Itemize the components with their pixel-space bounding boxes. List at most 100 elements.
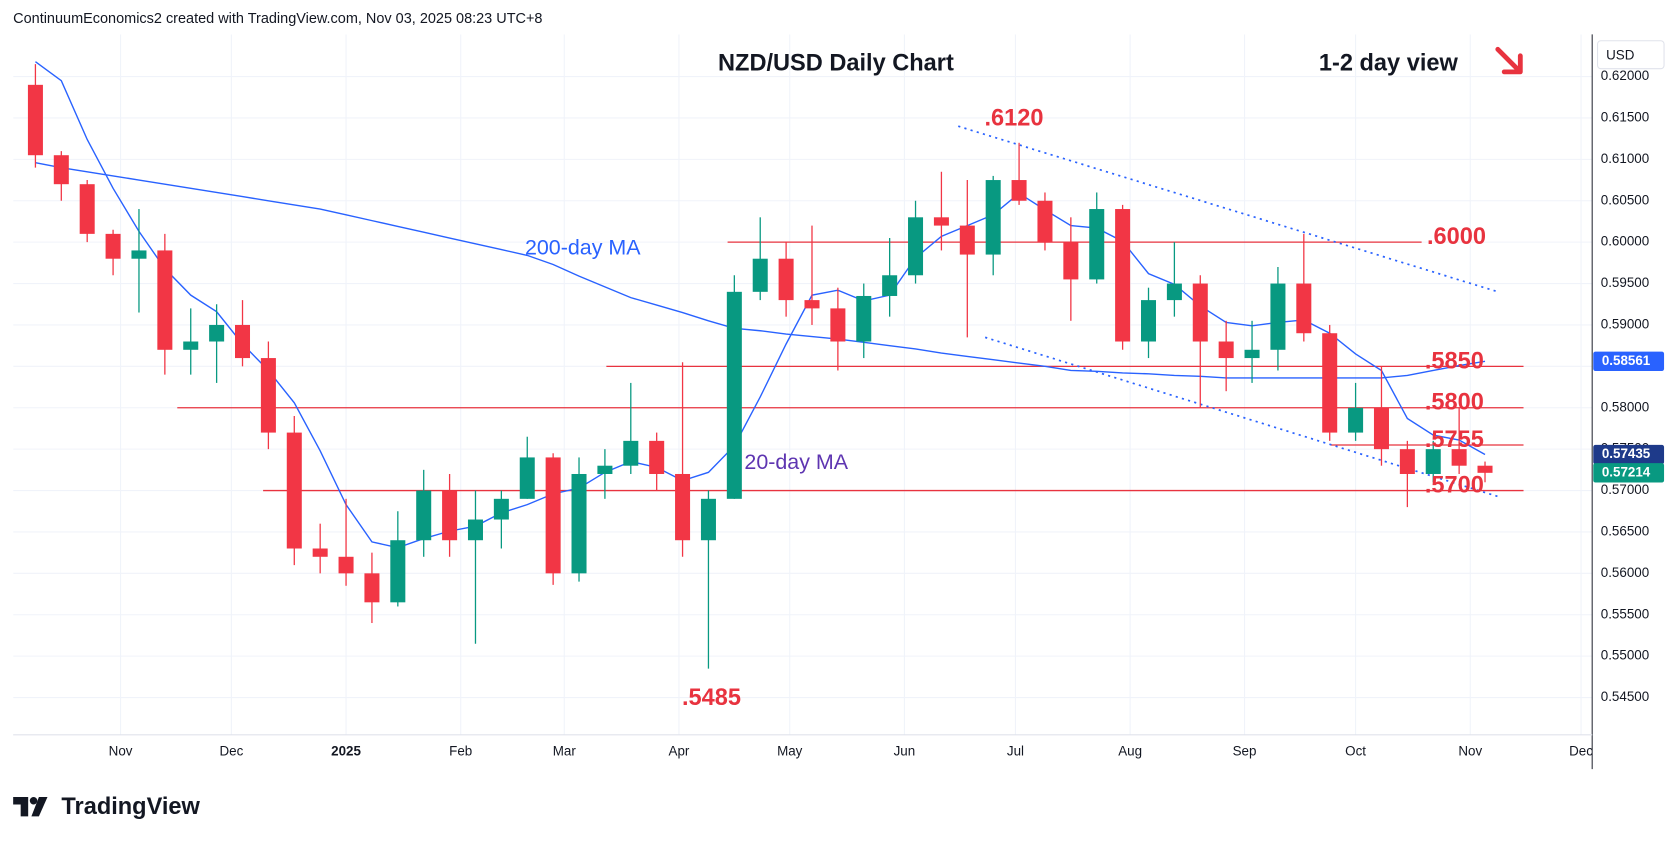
candle-body xyxy=(908,217,924,276)
candle-body xyxy=(53,155,69,185)
footer-brand: TradingView xyxy=(61,793,200,819)
candle-body xyxy=(1192,283,1208,342)
candle-body xyxy=(467,519,483,541)
ma-line xyxy=(35,161,1486,379)
x-axis: Nov Dec 2025 Feb Mar Apr May Jun Jul Aug Sep Oct Nov… xyxy=(109,744,1593,759)
candle-body xyxy=(1296,283,1312,334)
candle-body xyxy=(830,308,846,342)
y-tick-label: 0.61000 xyxy=(1601,151,1649,166)
x-tick-label: Nov xyxy=(109,744,133,759)
x-tick-label: May xyxy=(777,744,803,759)
arrow-icon xyxy=(1495,46,1523,75)
candle-body xyxy=(131,250,147,259)
y-tick-label: 0.59000 xyxy=(1601,316,1649,331)
currency-box xyxy=(1597,40,1665,70)
candle-body xyxy=(1270,283,1286,350)
candle-body xyxy=(338,556,354,574)
candle-body xyxy=(1244,349,1260,359)
x-tick-label: Dec xyxy=(1569,744,1593,759)
candle-body xyxy=(856,295,872,342)
candle-body xyxy=(752,258,768,292)
y-tick-label: 0.62000 xyxy=(1601,68,1649,83)
x-tick-label: Jul xyxy=(1007,744,1024,759)
logo xyxy=(13,797,48,817)
trendline xyxy=(957,125,1499,293)
candle-body xyxy=(1166,283,1182,301)
candle-body xyxy=(27,84,43,156)
candle-body xyxy=(985,180,1001,255)
y-tick-label: 0.58000 xyxy=(1601,399,1649,414)
plot xyxy=(27,61,1524,669)
ma-line xyxy=(35,61,1486,549)
candle-body xyxy=(1425,449,1441,474)
candle-body xyxy=(79,184,95,234)
candle-body xyxy=(493,498,509,520)
candle-body xyxy=(1115,209,1131,342)
candle-body xyxy=(209,324,225,342)
x-tick-label: Mar xyxy=(553,744,577,759)
candle-body xyxy=(1348,407,1364,433)
candle-body xyxy=(105,233,121,259)
x-tick-label: Nov xyxy=(1458,744,1482,759)
candle-body xyxy=(959,225,975,255)
candle-body xyxy=(312,548,328,557)
candle-body xyxy=(1037,200,1053,243)
candle-body xyxy=(726,291,742,499)
candle-body xyxy=(1451,449,1467,466)
y-tick-label: 0.60500 xyxy=(1601,192,1649,207)
candle-body xyxy=(778,258,794,301)
currency-label: USD xyxy=(1606,47,1635,62)
y-tick-label: 0.60000 xyxy=(1601,234,1649,249)
candle-body xyxy=(416,490,432,541)
series-label: 200-day MA xyxy=(525,236,641,260)
chart-subtitle: 1-2 day view xyxy=(1319,50,1459,76)
y-tick-label: 0.57000 xyxy=(1601,482,1649,497)
candle-body xyxy=(1477,465,1493,473)
y-tick-label: 0.55500 xyxy=(1601,606,1649,621)
candle-body xyxy=(649,440,665,474)
candle-body xyxy=(519,457,535,499)
candle-body xyxy=(675,473,691,541)
annotation: .5485 xyxy=(682,684,741,710)
candle-body xyxy=(1218,341,1234,359)
y-axis: 0.54500 0.55000 0.55500 0.56000 0.56500 0.570… xyxy=(1593,68,1665,704)
header: ContinuumEconomics2 created with Trading… xyxy=(13,11,542,27)
candle-body xyxy=(933,217,949,226)
x-tick-label: Oct xyxy=(1345,744,1366,759)
candle-body xyxy=(286,432,302,549)
candle-body xyxy=(1063,242,1079,280)
level-label: .5800 xyxy=(1425,389,1484,415)
y-tick-label: 0.54500 xyxy=(1601,689,1649,704)
price-label-box xyxy=(1593,351,1665,371)
candle-body xyxy=(1089,209,1105,280)
x-tick-label: 2025 xyxy=(331,744,361,759)
x-tick-label: Feb xyxy=(449,744,472,759)
price-label-box xyxy=(1593,444,1665,465)
y-tick-label: 0.59500 xyxy=(1601,275,1649,290)
candle-body xyxy=(235,324,251,359)
y-tick-label: 0.55000 xyxy=(1601,648,1649,663)
x-tick-label: Dec xyxy=(219,744,243,759)
candle-body xyxy=(597,465,613,474)
candle-body xyxy=(545,457,561,574)
candle-body xyxy=(1399,449,1415,474)
candle-body xyxy=(1322,333,1338,433)
y-tick-label: 0.61500 xyxy=(1601,109,1649,124)
candle-body xyxy=(442,490,458,541)
x-tick-label: Sep xyxy=(1233,744,1257,759)
annotation: .6120 xyxy=(984,104,1043,130)
price-label-box xyxy=(1593,463,1665,483)
x-tick-label: Aug xyxy=(1118,744,1142,759)
candle-body xyxy=(1373,407,1389,450)
series-label: 20-day MA xyxy=(744,450,848,474)
price-label: 0.58561 xyxy=(1602,353,1651,368)
candle-body xyxy=(804,300,820,309)
candle-body xyxy=(623,440,639,466)
level-label: .5850 xyxy=(1425,347,1484,373)
x-tick-label: Apr xyxy=(669,744,690,759)
level-label: .5700 xyxy=(1425,471,1484,497)
candle-body xyxy=(157,250,173,350)
